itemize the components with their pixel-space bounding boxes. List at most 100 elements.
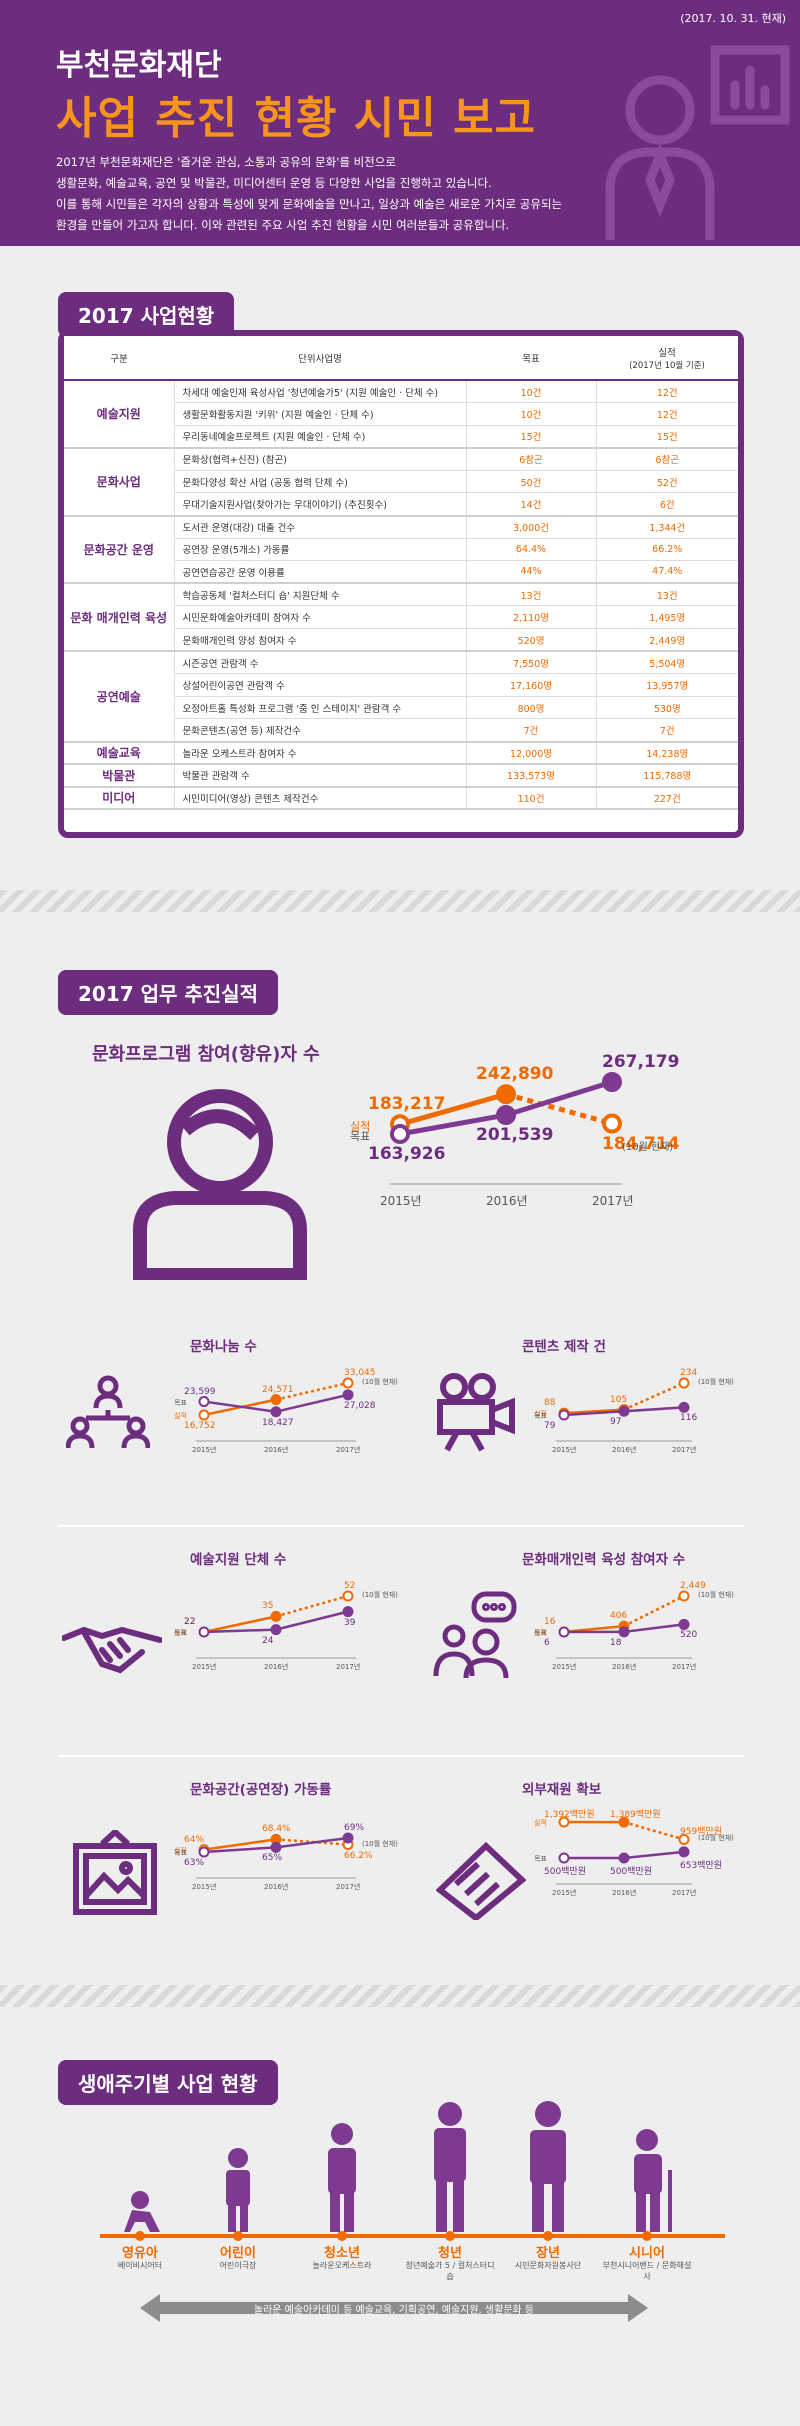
- goal-cell: 14건: [466, 492, 597, 517]
- goal-point: [618, 1626, 630, 1638]
- category-cell: 문화 매개인력 육성: [64, 583, 175, 653]
- year-label: 2017년: [672, 1446, 697, 1454]
- stage-label: 청소년: [324, 2246, 360, 2261]
- year-label: 2015년: [552, 1446, 577, 1454]
- goal-label: 500백만원: [544, 1867, 587, 1877]
- line-chart: [196, 1377, 356, 1442]
- actual-point: [198, 1409, 210, 1421]
- actual-label: 183,217: [368, 1094, 446, 1115]
- actual-segment: [399, 1091, 507, 1127]
- table-row: 공연연습공간 운영 이용률 44% 47.4%: [64, 560, 738, 585]
- actual-point: [270, 1394, 282, 1406]
- goal-label: 18: [610, 1637, 622, 1648]
- legend-actual: 실적: [534, 1819, 547, 1827]
- actual-point: [678, 1377, 690, 1389]
- goal-point: [558, 1852, 570, 1864]
- goal-segment: [563, 1410, 625, 1417]
- actual-label: 88: [544, 1398, 556, 1409]
- name-cell: 공연연습공간 운영 이용률: [174, 560, 467, 585]
- goal-label: 500백만원: [610, 1867, 653, 1877]
- senior-figure: [634, 2129, 672, 2232]
- goal-cell: 13건: [466, 583, 597, 607]
- divider-stripe: [0, 890, 800, 912]
- table-row: 상설어린이공연 관람객 수 17,160명 13,957명: [64, 673, 738, 697]
- actual-label: 184,714: [602, 1133, 680, 1154]
- actual-point: [558, 1816, 570, 1828]
- actual-segment: [275, 1381, 349, 1401]
- name-cell: 무대기술지원사업(찾아가는 무대이야기) (추진횟수): [174, 492, 467, 517]
- presenter-icon: [605, 45, 790, 240]
- goal-point: [496, 1105, 516, 1126]
- stage-program: 부천시니어밴드 / 문화해설사: [602, 2261, 692, 2281]
- legend-actual: 실적: [174, 1846, 187, 1855]
- table-row: 무대기술지원사업(찾아가는 무대이야기) (추진횟수) 14건 6건: [64, 492, 738, 517]
- actual-cell: 1,495명: [596, 605, 738, 630]
- legend-goal: 목표: [174, 1398, 187, 1407]
- goal-point: [602, 1072, 622, 1092]
- goal-label: 39: [344, 1617, 356, 1628]
- goal-cell: 6참곤: [466, 447, 597, 471]
- year-label: 2017년: [672, 1663, 697, 1671]
- name-cell: 학습공동체 '컬처스터디 숍' 지원단체 수: [174, 583, 467, 607]
- actual-label: 1,389백만원: [610, 1810, 661, 1821]
- actual-segment: [203, 1615, 277, 1634]
- actual-segment: [563, 1408, 625, 1415]
- year-label: 2016년: [612, 1446, 637, 1454]
- intro-line: 2017년 부천문화재단은 '즐거운 관심, 소통과 공유의 문화'를 비전으로: [56, 155, 396, 169]
- actual-label: 66.2%: [344, 1850, 373, 1861]
- goal-cell: 2,110명: [466, 605, 597, 630]
- category-cell: 박물관: [64, 764, 175, 788]
- goal-label: 18,427: [262, 1417, 294, 1428]
- year-label: 2016년: [486, 1194, 528, 1208]
- goal-cell: 520명: [466, 628, 597, 653]
- section-title-status: 2017 사업현황: [58, 292, 235, 337]
- goal-point: [678, 1846, 690, 1858]
- actual-segment: [505, 1091, 613, 1126]
- child-figure: [226, 2148, 250, 2232]
- divider-stripe: [0, 1985, 800, 2007]
- actual-cell: 12건: [596, 380, 738, 404]
- header-goal: 목표: [466, 336, 596, 381]
- intro-text: 2017년 부천문화재단은 '즐거운 관심, 소통과 공유의 문화'를 비전으로…: [56, 152, 616, 236]
- goal-point: [270, 1406, 282, 1418]
- baby-figure: [124, 2191, 160, 2232]
- name-cell: 문화매개인력 양성 참여자 수: [174, 628, 467, 653]
- business-table: 구분 단위사업명 목표 실적 (2017년 10월 기준) 예술지원 차세대 예술인…: [64, 336, 738, 811]
- actual-point: [270, 1610, 282, 1622]
- people-chat-icon: [433, 1591, 517, 1679]
- goal-label: 23,599: [184, 1386, 216, 1397]
- actual-label: 406: [610, 1611, 628, 1622]
- actual-label: 22: [184, 1617, 196, 1627]
- actual-label: 24,571: [262, 1384, 294, 1395]
- intro-line: 환경을 만들어 가고자 합니다. 이와 관련된 주요 사업 추진 현황을 시민 …: [56, 218, 510, 232]
- stage-label: 장년: [536, 2246, 560, 2261]
- actual-cell: 2,449명: [596, 628, 738, 653]
- name-cell: 문화상(협력+신진) (참곤): [174, 447, 467, 471]
- goal-cell: 50건: [466, 470, 597, 494]
- goal-point: [390, 1124, 410, 1144]
- table-row: 문화매개인력 양성 참여자 수 520명 2,449명: [64, 628, 738, 653]
- line-chart: [556, 1816, 692, 1885]
- stage-label: 청년: [438, 2246, 462, 2261]
- chart-title: 문화매개인력 육성 참여자 수: [522, 1552, 686, 1568]
- year-label: 2016년: [612, 1889, 637, 1897]
- line-chart: [556, 1377, 692, 1442]
- table-row: 공연예술 시즌공연 관람객 수 7,550명 5,504명: [64, 651, 738, 743]
- actual-cell: 66.2%: [596, 538, 738, 562]
- year-label: 2017년: [592, 1194, 634, 1208]
- actual-label: 105: [610, 1394, 628, 1405]
- goal-point: [198, 1626, 210, 1638]
- goal-point: [558, 1626, 570, 1638]
- goal-label: 69%: [344, 1823, 365, 1833]
- year-label: 2017년: [336, 1663, 361, 1671]
- year-label: 2017년: [672, 1889, 697, 1897]
- goal-segment: [623, 1850, 685, 1860]
- table-row: 문화콘텐츠(공연 등) 제작건수 7건 7건: [64, 718, 738, 743]
- middle-age-figure: [530, 2101, 566, 2232]
- table-row: 미디어 시민미디어(영상) 콘텐츠 제작건수 110건 227건: [64, 786, 738, 811]
- goal-segment: [275, 1836, 349, 1849]
- goal-segment: [275, 1610, 349, 1631]
- name-cell: 시민미디어(영상) 콘텐츠 제작건수: [174, 786, 467, 811]
- year-label: 2015년: [380, 1194, 422, 1208]
- note-label: (10월 현재): [698, 1834, 734, 1843]
